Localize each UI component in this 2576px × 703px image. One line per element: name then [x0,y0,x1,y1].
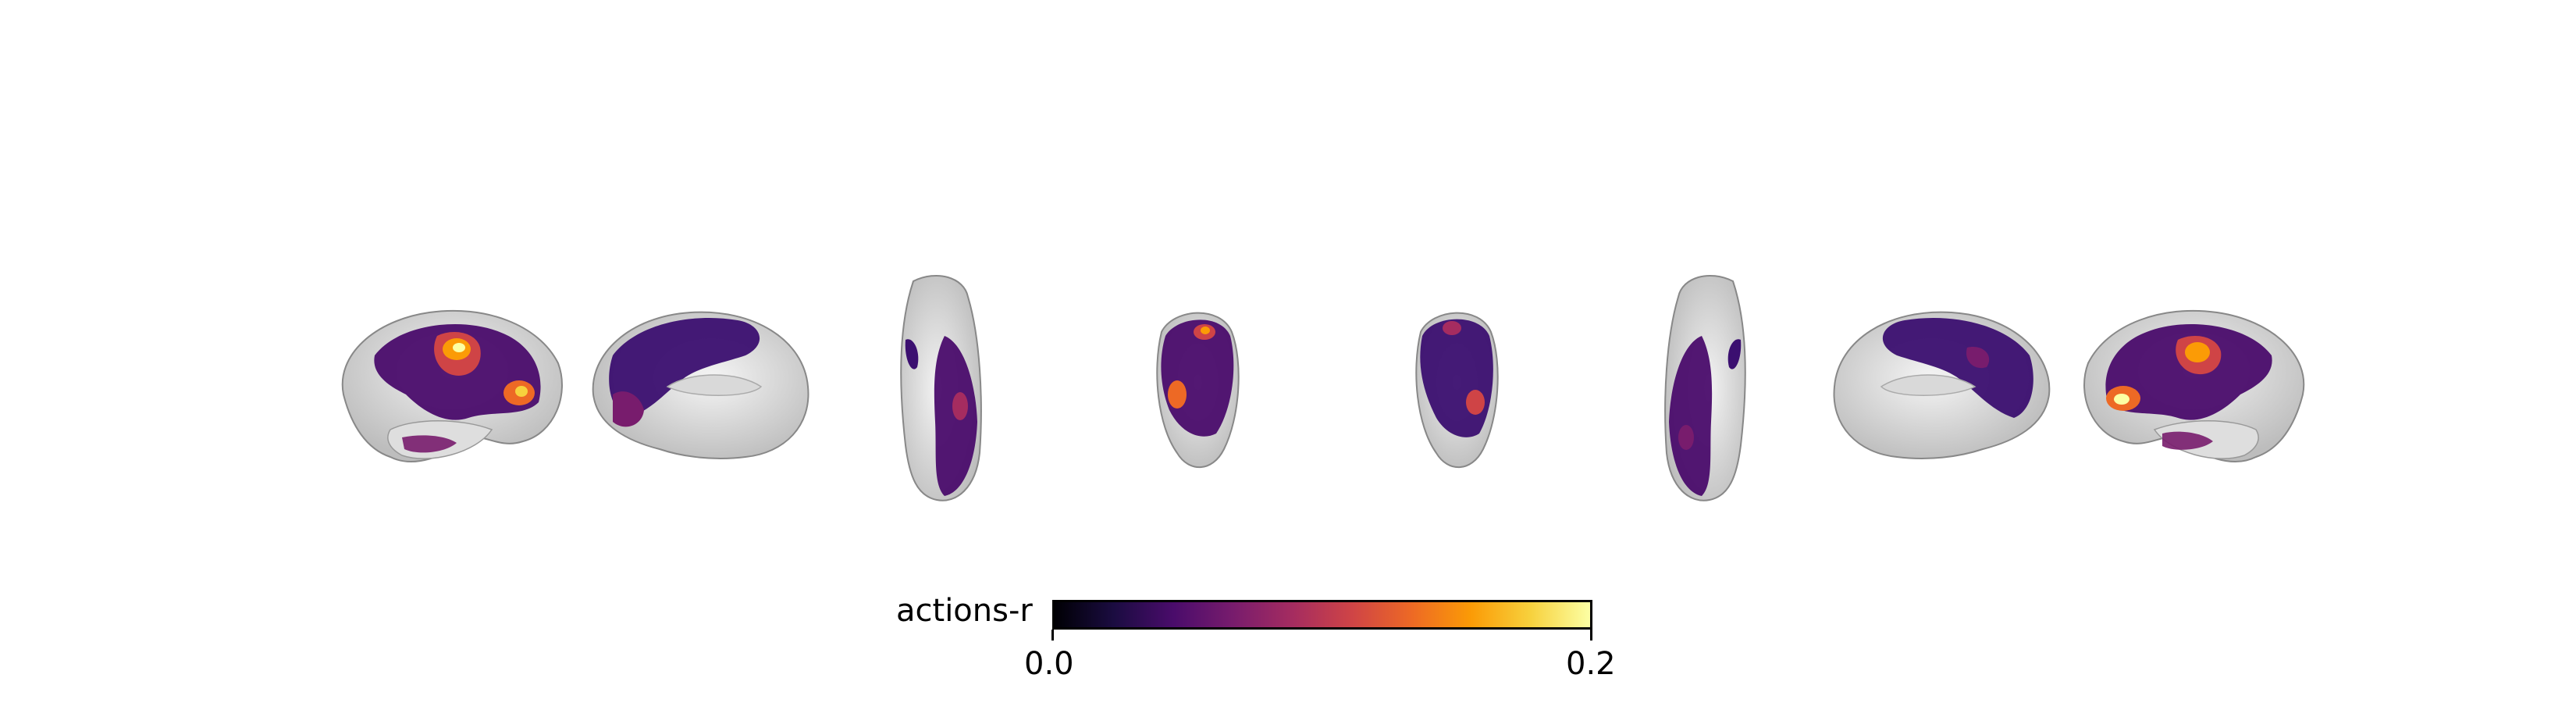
activation-region [2162,431,2213,450]
activation-region [905,339,919,369]
activation-region [402,435,457,453]
activation-region [1882,318,2033,418]
activation-peak [453,343,465,352]
colorbar [1052,600,1592,630]
activation-region [1727,339,1742,369]
activation-region [1669,336,1713,496]
activation-peak [515,386,528,397]
corpus-callosum [1880,374,1976,396]
activation-region [1966,347,1990,369]
brain-view-left-dorsal [890,266,999,508]
activation-peak [1466,390,1485,415]
activation-peak [1201,327,1210,334]
brain-view-left-anterior [1146,301,1247,480]
colorbar-max-label: 0.2 [1566,646,1616,682]
activation-region [613,391,644,427]
activation-peak [1443,321,1461,335]
activation-peak [2185,342,2210,362]
colorbar-tick-min [1051,630,1054,641]
activation-peak [1168,380,1187,409]
activation-peak [2114,394,2129,405]
activation-region [609,318,760,418]
activation-peak [952,392,968,420]
brain-view-left-lateral [328,301,570,473]
brain-view-right-dorsal [1647,266,1756,508]
brain-view-right-lateral [2076,301,2318,473]
corpus-callosum [666,374,763,396]
brain-view-right-anterior [1405,301,1507,480]
activation-region [2105,324,2272,420]
brain-view-right-medial [1827,301,2061,473]
colorbar-min-label: 0.0 [1024,646,1074,682]
colorbar-label: actions-r [896,593,1033,629]
brain-view-left-medial [582,301,816,473]
colorbar-tick-max [1590,630,1592,641]
activation-peak [1678,425,1694,450]
